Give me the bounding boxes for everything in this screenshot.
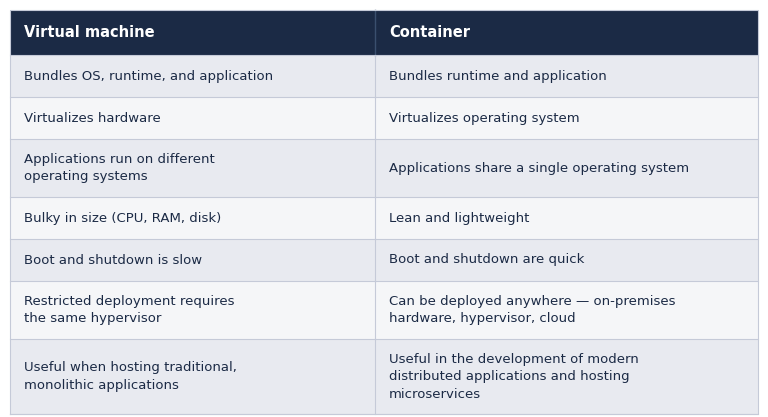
Bar xyxy=(10,281,758,339)
Bar xyxy=(10,55,758,97)
Text: Useful when hosting traditional,
monolithic applications: Useful when hosting traditional, monolit… xyxy=(24,361,237,392)
Bar xyxy=(10,339,758,414)
Text: Virtualizes operating system: Virtualizes operating system xyxy=(389,111,580,125)
Text: Boot and shutdown is slow: Boot and shutdown is slow xyxy=(24,254,202,266)
Bar xyxy=(10,197,758,239)
Bar xyxy=(10,239,758,281)
Text: Boot and shutdown are quick: Boot and shutdown are quick xyxy=(389,254,584,266)
Text: Applications run on different
operating systems: Applications run on different operating … xyxy=(24,153,215,183)
Text: Applications share a single operating system: Applications share a single operating sy… xyxy=(389,161,689,174)
Text: Container: Container xyxy=(389,25,470,40)
Text: Bulky in size (CPU, RAM, disk): Bulky in size (CPU, RAM, disk) xyxy=(24,211,221,224)
Bar xyxy=(10,10,758,55)
Bar xyxy=(10,139,758,197)
Text: Useful in the development of modern
distributed applications and hosting
microse: Useful in the development of modern dist… xyxy=(389,352,639,400)
Text: Virtualizes hardware: Virtualizes hardware xyxy=(24,111,161,125)
Bar xyxy=(10,97,758,139)
Text: Restricted deployment requires
the same hypervisor: Restricted deployment requires the same … xyxy=(24,295,234,325)
Text: Bundles runtime and application: Bundles runtime and application xyxy=(389,70,607,83)
Text: Lean and lightweight: Lean and lightweight xyxy=(389,211,529,224)
Text: Can be deployed anywhere — on-premises
hardware, hypervisor, cloud: Can be deployed anywhere — on-premises h… xyxy=(389,295,676,325)
Text: Virtual machine: Virtual machine xyxy=(24,25,154,40)
Text: Bundles OS, runtime, and application: Bundles OS, runtime, and application xyxy=(24,70,273,83)
